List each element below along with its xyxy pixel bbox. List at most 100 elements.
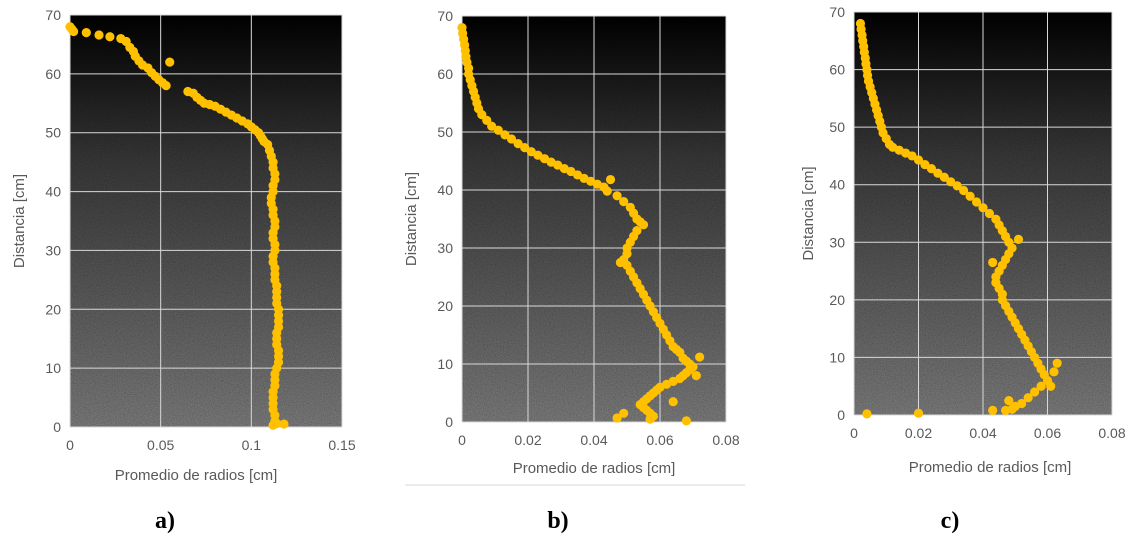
data-point [988, 257, 998, 268]
chart-panel-2: 0 10 20 30 40 50 60 70 0 0.02 0.04 0.06 0.08 Promedio… [403, 8, 740, 534]
y-axis-label: Distancia [cm] [403, 172, 420, 266]
y-tick-label: 20 [437, 298, 453, 314]
data-point [1046, 381, 1056, 391]
data-point [612, 191, 622, 201]
y-tick-label: 50 [829, 119, 845, 135]
y-tick-label: 0 [837, 407, 845, 423]
panel-label: b) [547, 508, 568, 534]
x-tick-label: 0.06 [1034, 425, 1061, 441]
x-tick-label: 0.08 [1098, 425, 1125, 441]
y-tick-label: 60 [45, 66, 61, 82]
y-tick-label: 20 [829, 292, 845, 308]
x-axis-label: Promedio de radios [cm] [513, 460, 676, 477]
data-point [939, 172, 949, 182]
data-point [645, 414, 655, 424]
data-point [69, 26, 79, 37]
data-point [913, 155, 924, 165]
data-point [612, 413, 622, 423]
data-point [165, 57, 175, 67]
data-point [81, 28, 91, 38]
data-point [105, 32, 115, 42]
chart-panel-1: 0 10 20 30 40 50 60 70 0 0.05 0.1 0.15 Promedio de r… [11, 7, 356, 534]
x-tick-label: 0.04 [969, 425, 996, 441]
y-tick-label: 40 [829, 177, 845, 193]
data-point [668, 397, 678, 407]
data-point [487, 121, 497, 131]
data-point [988, 405, 998, 415]
y-tick-label: 70 [437, 8, 453, 24]
data-point [1023, 393, 1033, 403]
data-point [605, 174, 616, 185]
data-point [520, 143, 530, 153]
x-tick-label: 0 [66, 437, 74, 453]
x-tick-label: 0.05 [147, 437, 174, 453]
data-point [1049, 367, 1059, 377]
data-point [681, 416, 692, 426]
data-point [913, 408, 924, 418]
data-point [862, 409, 872, 419]
y-tick-label: 50 [45, 125, 61, 141]
y-tick-label: 60 [437, 66, 453, 82]
y-tick-label: 30 [829, 234, 845, 250]
data-point [959, 185, 969, 196]
data-point [506, 134, 517, 144]
data-point [1004, 396, 1014, 406]
data-point [952, 181, 962, 191]
y-tick-label: 30 [45, 242, 61, 258]
panel-label: c) [941, 508, 960, 534]
y-tick-label: 70 [45, 7, 61, 23]
y-tick-label: 40 [437, 182, 453, 198]
x-tick-label: 0 [458, 432, 466, 448]
x-tick-label: 0.08 [712, 432, 739, 448]
data-point [1052, 358, 1062, 368]
x-tick-label: 0.02 [514, 432, 541, 448]
x-tick-label: 0 [850, 425, 858, 441]
x-tick-label: 0.06 [646, 432, 673, 448]
x-tick-label: 0.1 [242, 437, 262, 453]
data-point [279, 419, 289, 429]
data-point [984, 208, 995, 219]
y-tick-label: 0 [53, 419, 61, 435]
data-point [978, 203, 988, 213]
y-tick-label: 20 [45, 301, 61, 317]
data-point [926, 163, 937, 174]
data-point [493, 125, 503, 135]
y-tick-label: 50 [437, 124, 453, 140]
data-point [638, 220, 649, 230]
data-point [619, 197, 629, 207]
y-tick-label: 10 [829, 349, 845, 365]
x-axis-label: Promedio de radios [cm] [909, 459, 1072, 476]
data-point [971, 197, 982, 207]
data-point [1030, 387, 1040, 397]
y-tick-label: 60 [829, 62, 845, 78]
x-tick-label: 0.02 [905, 425, 932, 441]
data-point [268, 420, 278, 430]
panel-label: a) [155, 508, 175, 534]
data-point [965, 191, 975, 201]
y-tick-label: 0 [445, 414, 453, 430]
data-point [691, 371, 701, 381]
y-axis-label: Distancia [cm] [800, 166, 817, 260]
data-point [500, 130, 510, 140]
y-tick-label: 30 [437, 240, 453, 256]
data-point [161, 81, 171, 91]
data-point [695, 352, 705, 362]
x-axis-label: Promedio de radios [cm] [115, 467, 278, 484]
chart-panel-3: 0 10 20 30 40 50 60 70 0 0.02 0.04 0.06 0.08 Promedio… [800, 4, 1126, 534]
data-point [619, 408, 629, 418]
data-point [94, 30, 104, 40]
x-tick-label: 0.15 [328, 437, 355, 453]
data-point [1036, 381, 1046, 391]
y-tick-label: 40 [45, 184, 61, 200]
y-tick-label: 10 [437, 356, 453, 372]
data-point [1013, 234, 1024, 245]
y-axis-label: Distancia [cm] [11, 174, 28, 268]
y-tick-label: 70 [829, 4, 845, 20]
y-tick-label: 10 [45, 360, 61, 376]
x-tick-label: 0.04 [580, 432, 607, 448]
plot-darkening [70, 15, 342, 427]
data-point [602, 186, 612, 196]
data-point [513, 139, 523, 149]
data-point [1000, 405, 1011, 415]
